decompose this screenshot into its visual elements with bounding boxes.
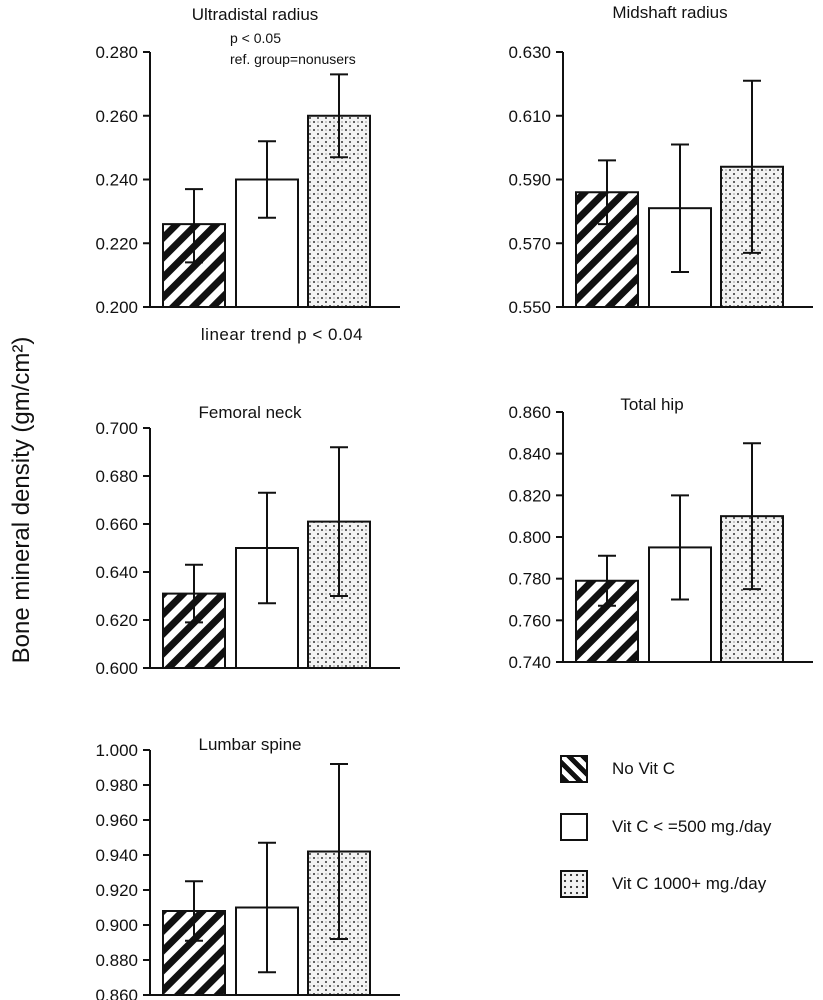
y-tick-label: 0.920 (95, 881, 138, 900)
midshaft-radius-title: Midshaft radius (612, 3, 727, 22)
legend-label: No Vit C (612, 759, 675, 778)
legend-item: Vit C 1000+ mg./day (560, 870, 822, 902)
total-hip-title: Total hip (620, 395, 683, 414)
y-tick-label: 0.700 (95, 419, 138, 438)
legend-item: Vit C < =500 mg./day (560, 813, 822, 845)
lumbar-spine-title: Lumbar spine (198, 735, 301, 754)
y-tick-label: 0.780 (508, 570, 551, 589)
y-tick-label: 0.280 (95, 43, 138, 62)
y-tick-label: 0.820 (508, 486, 551, 505)
y-tick-label: 0.240 (95, 171, 138, 190)
y-tick-label: 0.620 (95, 611, 138, 630)
y-tick-label: 0.600 (95, 659, 138, 678)
legend-swatch-open (560, 813, 588, 841)
y-tick-label: 0.980 (95, 776, 138, 795)
legend-item: No Vit C (560, 755, 822, 787)
y-tick-label: 0.640 (95, 563, 138, 582)
annotation: ref. group=nonusers (230, 51, 356, 67)
y-tick-label: 0.570 (508, 234, 551, 253)
midshaft-radius-panel: Midshaft radius 0.550 0.570 0.590 0.610 0.630 (508, 3, 813, 317)
y-tick-label: 0.220 (95, 234, 138, 253)
ultradistal-radius-panel: Ultradistal radius p < 0.05 ref. group=non… (95, 5, 400, 344)
y-tick-label: 0.660 (95, 515, 138, 534)
y-tick-label: 0.200 (95, 298, 138, 317)
y-tick-label: 0.880 (95, 951, 138, 970)
y-tick-label: 0.760 (508, 611, 551, 630)
legend-label: Vit C 1000+ mg./day (612, 874, 767, 893)
femoral-neck-title: Femoral neck (199, 403, 302, 422)
y-tick-label: 0.740 (508, 653, 551, 672)
y-tick-label: 1.000 (95, 741, 138, 760)
y-tick-label: 0.550 (508, 298, 551, 317)
y-tick-label: 0.680 (95, 467, 138, 486)
femoral-neck-panel: Femoral neck 0.600 0.620 0.640 0.660 0.680 0.7… (95, 403, 400, 678)
y-tick-label: 0.800 (508, 528, 551, 547)
y-tick-label: 0.610 (508, 107, 551, 126)
y-tick-label: 0.900 (95, 916, 138, 935)
y-tick-label: 0.860 (508, 403, 551, 422)
lumbar-spine-panel: Lumbar spine 0.860 0.880 0.900 0.920 0.940 0.9… (95, 735, 400, 1000)
trend-footnote: linear trend p < 0.04 (201, 325, 363, 344)
y-tick-label: 0.860 (95, 986, 138, 1000)
ultradistal-radius-title: Ultradistal radius (192, 5, 319, 24)
legend-swatch-hatch (560, 755, 588, 783)
y-tick-label: 0.260 (95, 107, 138, 126)
y-tick-label: 0.940 (95, 846, 138, 865)
y-tick-label: 0.590 (508, 171, 551, 190)
annotation: p < 0.05 (230, 30, 281, 46)
legend-swatch-stipple (560, 870, 588, 898)
y-tick-label: 0.630 (508, 43, 551, 62)
legend-label: Vit C < =500 mg./day (612, 817, 772, 836)
y-tick-label: 0.960 (95, 811, 138, 830)
total-hip-panel: Total hip 0.740 0.760 0.780 0.800 0.820 0.840 0… (508, 395, 813, 672)
y-tick-label: 0.840 (508, 445, 551, 464)
